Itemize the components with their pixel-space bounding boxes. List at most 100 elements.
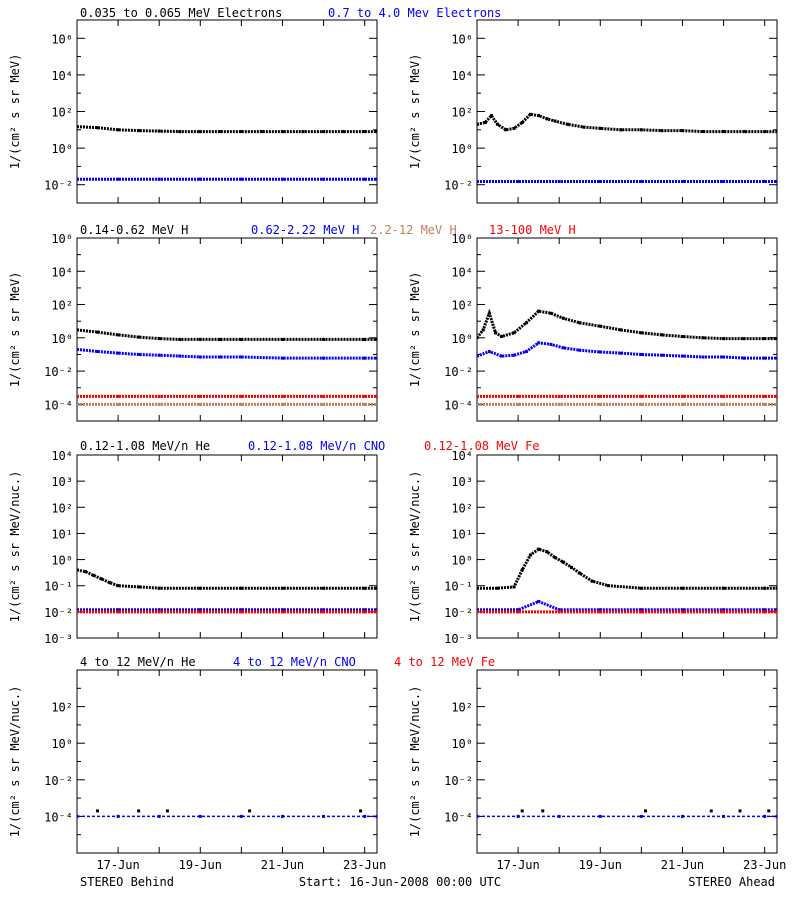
data-point <box>557 814 561 818</box>
series-line <box>77 125 377 134</box>
y-tick-label: 10⁻⁴ <box>44 398 73 412</box>
data-point <box>239 394 243 398</box>
y-tick-label: 10³ <box>451 475 473 489</box>
data-point <box>77 177 79 181</box>
data-point <box>100 577 104 581</box>
y-tick-label: 10² <box>451 501 473 515</box>
data-point <box>239 402 243 406</box>
data-point <box>116 351 120 355</box>
data-point <box>524 321 528 325</box>
data-point <box>763 394 767 398</box>
data-point <box>322 394 326 398</box>
data-point <box>722 402 726 406</box>
data-point <box>116 584 120 588</box>
data-point <box>557 610 561 614</box>
data-point <box>680 402 684 406</box>
x-tick-label: 17-Jun <box>496 858 539 872</box>
series-line <box>77 568 377 590</box>
data-point <box>680 586 684 590</box>
x-tick-label: 21-Jun <box>661 858 704 872</box>
data-point <box>516 402 520 406</box>
data-point <box>157 610 161 614</box>
legend-entry: 4 to 12 MeV/n CNO <box>233 655 356 669</box>
data-point <box>709 809 713 813</box>
series-line <box>77 328 377 341</box>
y-tick-label: 10⁰ <box>51 737 73 751</box>
data-point <box>516 610 520 614</box>
data-point <box>763 608 767 612</box>
series-line <box>477 599 777 612</box>
data-point <box>578 321 582 325</box>
data-point <box>483 121 487 125</box>
data-point <box>561 346 565 350</box>
data-point <box>477 608 479 612</box>
data-point <box>775 356 777 360</box>
data-point <box>680 608 684 612</box>
x-tick-label: 19-Jun <box>179 858 222 872</box>
data-point <box>520 568 524 572</box>
data-point <box>477 354 479 358</box>
data-point <box>375 130 377 134</box>
legend-entry: 0.12-1.08 MeV Fe <box>424 439 540 453</box>
data-point <box>363 814 367 818</box>
data-point <box>137 129 141 133</box>
data-area <box>77 328 377 406</box>
data-point <box>722 130 726 134</box>
y-tick-label: 10³ <box>51 475 73 489</box>
data-point <box>477 586 479 590</box>
y-axis-label: 1/(cm² s sr MeV/nuc.) <box>8 686 22 838</box>
data-point <box>322 586 326 590</box>
data-point <box>137 352 141 356</box>
data-point <box>157 353 161 357</box>
data-point <box>280 402 284 406</box>
data-point <box>198 402 202 406</box>
data-point <box>639 331 643 335</box>
y-tick-label: 10⁻² <box>44 606 73 620</box>
data-point <box>512 353 516 357</box>
data-point <box>598 402 602 406</box>
data-point <box>280 814 284 818</box>
data-point <box>219 337 223 341</box>
data-point <box>77 568 79 572</box>
data-point <box>660 333 664 337</box>
data-point <box>722 337 726 341</box>
data-point <box>477 179 479 183</box>
data-point <box>504 128 508 132</box>
data-point <box>516 814 520 818</box>
data-point <box>77 610 79 614</box>
data-point <box>477 122 479 126</box>
data-point <box>280 356 284 360</box>
data-point <box>239 814 243 818</box>
x-tick-label: 21-Jun <box>261 858 304 872</box>
data-point <box>496 122 500 126</box>
y-tick-label: 10⁻² <box>444 365 473 379</box>
data-point <box>301 130 305 134</box>
data-point <box>680 354 684 358</box>
data-point <box>322 814 326 818</box>
panel-2-behind: 10⁻⁴ 10⁻² 10⁰ 10² 10⁴ 10⁶ 1/(cm² s sr MeV) <box>8 232 378 422</box>
y-tick-label: 10⁻⁴ <box>444 810 473 824</box>
data-point <box>322 130 326 134</box>
data-point <box>363 610 367 614</box>
data-point <box>680 335 684 339</box>
data-point <box>763 337 767 341</box>
data-point <box>578 348 582 352</box>
data-point <box>322 337 326 341</box>
data-point <box>322 177 326 181</box>
data-point <box>83 569 87 573</box>
data-point <box>239 610 243 614</box>
plot-frame <box>76 454 378 639</box>
y-tick-label: 10² <box>51 106 73 120</box>
data-point <box>722 355 726 359</box>
series-line <box>77 347 377 360</box>
data-point <box>280 610 284 614</box>
data-point <box>157 394 161 398</box>
data-point <box>639 352 643 356</box>
data-area <box>77 568 377 614</box>
y-tick-label: 10⁰ <box>51 142 73 156</box>
data-area <box>77 125 377 181</box>
data-point <box>742 130 746 134</box>
panel-4-ahead: 10⁻⁴ 10⁻² 10⁰ 10² 1/(cm² s sr MeV/nuc.) 17-Ju… <box>408 669 786 872</box>
data-point <box>481 328 485 332</box>
data-point <box>639 128 643 132</box>
